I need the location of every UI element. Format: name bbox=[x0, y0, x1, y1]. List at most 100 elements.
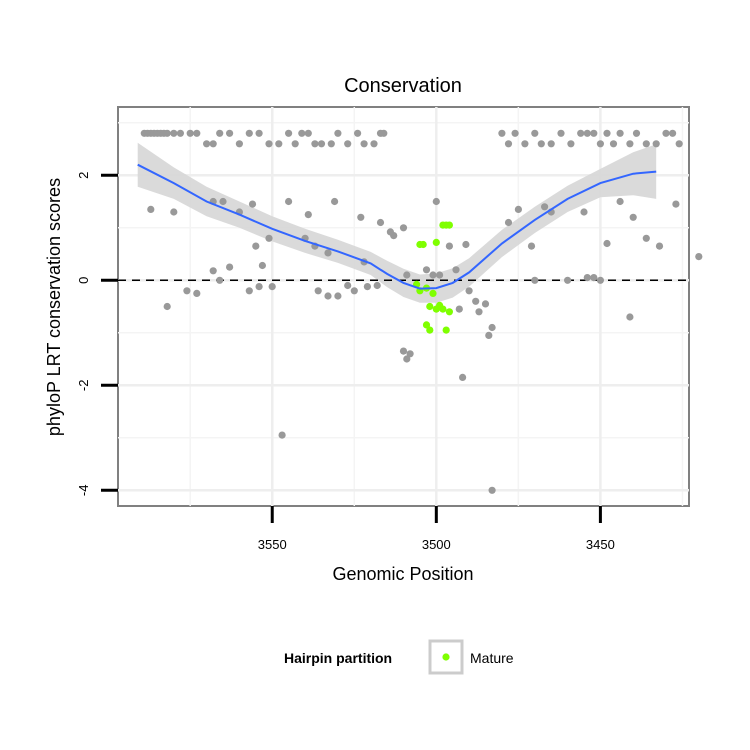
point-other bbox=[695, 253, 703, 261]
point-other bbox=[147, 205, 155, 213]
legend-title: Hairpin partition bbox=[284, 650, 392, 666]
point-mature bbox=[429, 289, 437, 297]
point-other bbox=[429, 271, 437, 279]
point-other bbox=[455, 305, 463, 313]
point-other bbox=[462, 240, 470, 249]
y-tick-label: 0 bbox=[76, 277, 91, 284]
point-other bbox=[275, 140, 283, 148]
point-other bbox=[642, 140, 650, 148]
point-other bbox=[465, 287, 473, 295]
point-other bbox=[219, 197, 227, 206]
point-other bbox=[488, 323, 496, 332]
point-other bbox=[452, 266, 460, 274]
point-other bbox=[209, 267, 217, 275]
point-other bbox=[344, 281, 352, 290]
point-other bbox=[285, 197, 293, 206]
point-other bbox=[252, 242, 260, 250]
point-other bbox=[531, 129, 539, 137]
point-other bbox=[616, 197, 624, 206]
point-other bbox=[603, 239, 611, 248]
point-other bbox=[376, 218, 385, 227]
point-mature bbox=[422, 321, 431, 329]
point-other bbox=[541, 203, 549, 211]
point-other bbox=[590, 274, 598, 282]
point-other bbox=[327, 140, 335, 148]
point-other bbox=[265, 140, 273, 148]
point-other bbox=[298, 129, 306, 137]
point-other bbox=[163, 129, 171, 137]
point-other bbox=[203, 140, 211, 148]
point-other bbox=[360, 140, 368, 148]
point-other bbox=[248, 200, 257, 208]
point-mature bbox=[445, 308, 453, 316]
point-other bbox=[186, 129, 194, 137]
point-mature bbox=[432, 238, 440, 246]
plot-panel bbox=[117, 106, 690, 507]
point-other bbox=[583, 129, 591, 137]
x-axis-ticks: 3550 3500 3450 bbox=[258, 506, 615, 552]
point-other bbox=[304, 129, 312, 137]
point-other bbox=[216, 276, 224, 284]
point-other bbox=[363, 283, 371, 291]
point-other bbox=[580, 208, 588, 216]
point-other bbox=[504, 140, 513, 148]
point-other bbox=[527, 242, 536, 250]
point-other bbox=[403, 355, 411, 363]
point-other bbox=[652, 140, 660, 148]
point-other bbox=[675, 140, 683, 148]
point-other bbox=[373, 281, 381, 290]
x-tick-label: 3550 bbox=[258, 537, 287, 552]
point-other bbox=[406, 350, 414, 358]
point-mature bbox=[439, 305, 447, 313]
point-mature bbox=[442, 326, 450, 334]
point-other bbox=[626, 140, 634, 148]
point-other bbox=[511, 129, 519, 137]
point-other bbox=[291, 140, 299, 148]
y-axis-title: phyloP LRT conservation scores bbox=[44, 178, 64, 436]
point-other bbox=[317, 140, 326, 148]
point-other bbox=[357, 213, 365, 221]
point-other bbox=[324, 292, 332, 300]
confidence-ribbon bbox=[137, 142, 657, 303]
point-mature bbox=[426, 302, 434, 311]
point-other bbox=[268, 283, 276, 291]
point-other bbox=[399, 224, 408, 232]
point-other bbox=[626, 313, 634, 321]
smooth-line bbox=[137, 163, 657, 290]
point-other bbox=[386, 228, 394, 236]
point-other bbox=[577, 129, 585, 137]
point-other bbox=[485, 331, 493, 339]
point-other bbox=[265, 234, 273, 242]
point-other bbox=[531, 276, 539, 284]
point-other bbox=[629, 213, 637, 221]
point-other bbox=[514, 205, 523, 213]
point-other bbox=[504, 218, 513, 227]
legend: Hairpin partition Mature bbox=[284, 639, 514, 675]
point-other bbox=[380, 129, 388, 137]
point-other bbox=[170, 129, 178, 137]
legend-key-mature bbox=[442, 653, 450, 661]
point-other bbox=[432, 197, 440, 206]
point-other bbox=[399, 347, 408, 355]
point-other bbox=[245, 287, 253, 295]
y-tick-label: -2 bbox=[76, 380, 91, 392]
point-other bbox=[334, 129, 342, 137]
point-other bbox=[596, 140, 605, 148]
y-axis-ticks: 2 0 -2 -4 bbox=[76, 172, 118, 496]
point-other bbox=[445, 242, 453, 250]
point-other bbox=[642, 234, 650, 242]
point-other bbox=[255, 283, 263, 291]
point-other bbox=[564, 276, 572, 284]
point-other bbox=[350, 287, 358, 295]
point-other bbox=[567, 140, 575, 148]
point-other bbox=[245, 129, 253, 137]
point-other bbox=[481, 300, 490, 308]
point-other bbox=[183, 287, 191, 295]
point-other bbox=[537, 140, 545, 148]
point-other bbox=[285, 129, 293, 137]
point-other bbox=[669, 129, 677, 137]
point-other bbox=[163, 302, 171, 311]
point-other bbox=[258, 261, 266, 270]
point-other bbox=[596, 276, 605, 284]
point-other bbox=[226, 129, 234, 137]
